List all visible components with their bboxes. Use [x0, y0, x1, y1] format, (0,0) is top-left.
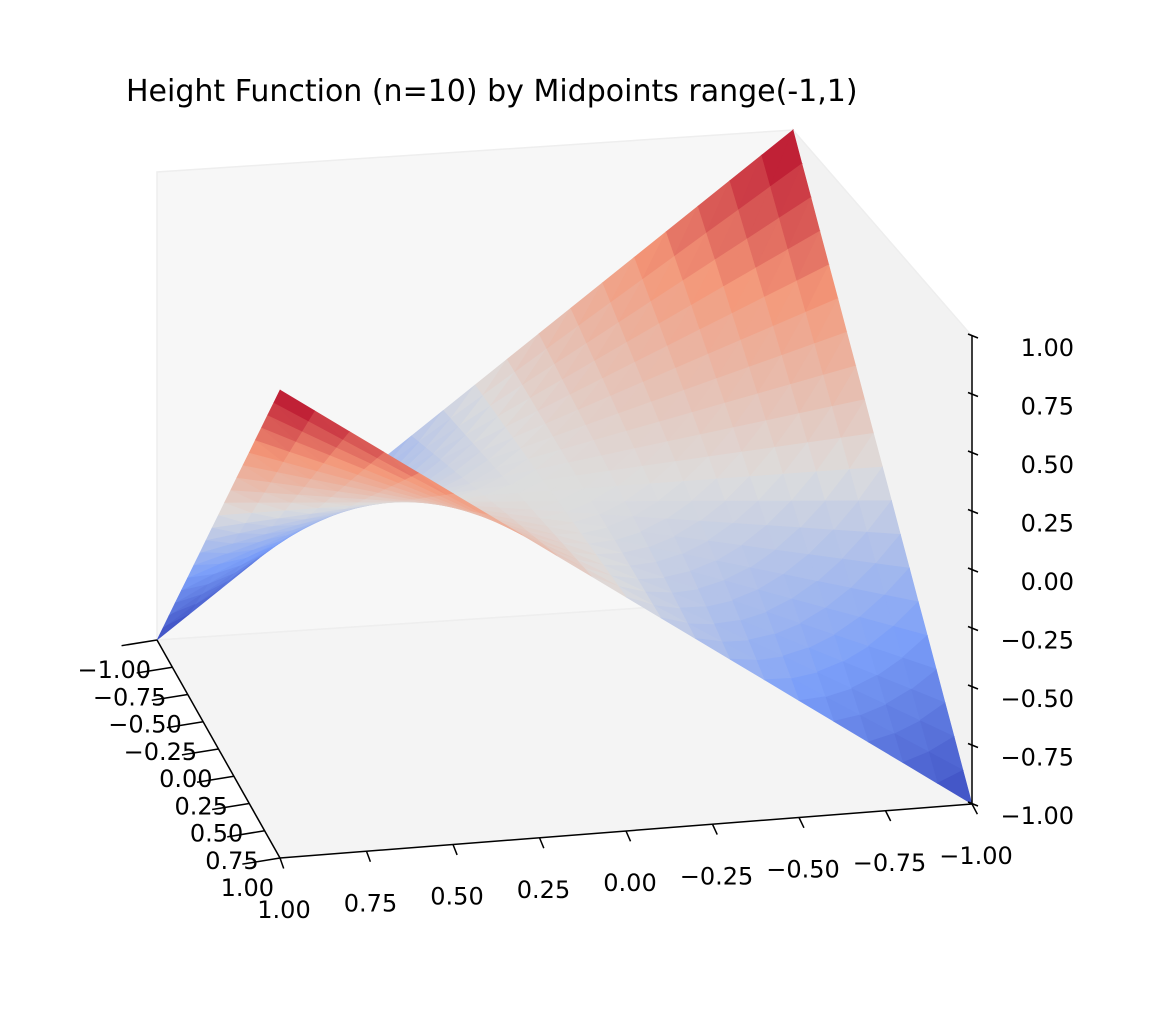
x-tick-label: −0.50 — [766, 856, 840, 884]
z-tick — [967, 508, 979, 515]
y-tick-label: 0.25 — [174, 792, 227, 820]
surface-facet — [695, 638, 731, 660]
x-tick — [798, 817, 805, 829]
y-tick-label: −0.50 — [108, 711, 182, 739]
axes-lines — [121, 333, 979, 869]
y-tick-label: 0.00 — [159, 765, 212, 793]
z-tick — [967, 333, 979, 339]
x-tick-label: 0.25 — [517, 876, 570, 904]
x-tick — [971, 803, 979, 815]
y-tick — [242, 857, 281, 865]
z-tick — [967, 450, 979, 456]
x-tick-label: 0.50 — [430, 883, 483, 911]
y-tick-label: 1.00 — [221, 874, 274, 902]
surface-facet — [193, 552, 227, 566]
surface-facet — [729, 658, 766, 681]
x-tick — [711, 823, 718, 835]
z-tick — [967, 684, 979, 690]
surface-facet — [522, 534, 557, 556]
y-tick — [196, 775, 234, 783]
z-tick-label: −0.75 — [1000, 744, 1074, 772]
x-tick — [625, 830, 632, 842]
surface-facet — [763, 677, 800, 702]
z-tick — [967, 391, 979, 398]
surface-facet — [591, 576, 627, 598]
surface-facet — [556, 555, 592, 577]
y-tick — [121, 639, 158, 647]
surface-facet — [452, 493, 488, 515]
surface-facet — [625, 596, 661, 618]
z-tick-label: 0.25 — [1021, 510, 1074, 538]
surface-facet — [261, 414, 296, 442]
x-tick-label: 0.00 — [603, 869, 656, 897]
tick-labels: 1.00 0.75 0.50 0.25 0.00 −0.25 −0.50 −0.75 −1.00… — [77, 334, 1074, 924]
surface-facet — [832, 714, 869, 743]
z-tick — [967, 801, 979, 807]
y-tick — [181, 748, 219, 756]
z-tick-label: −0.50 — [1000, 685, 1074, 713]
surface-facet — [156, 614, 189, 641]
z-tick-label: 0.50 — [1021, 451, 1074, 479]
x-tick — [279, 857, 285, 869]
surface-mesh — [156, 129, 973, 805]
y-tick-label: −0.25 — [124, 738, 198, 766]
x-tick — [365, 850, 372, 863]
z-tick-label: 0.75 — [1021, 393, 1074, 421]
y-tick — [212, 802, 250, 811]
surface-facet — [936, 769, 973, 805]
surface-facet — [902, 751, 938, 784]
surface-facet — [867, 733, 904, 764]
surface-facet — [162, 604, 196, 628]
x-tick-label: −0.75 — [853, 849, 927, 877]
z-tick-label: 0.00 — [1021, 568, 1074, 596]
y-tick — [227, 830, 265, 838]
y-tick-label: −0.75 — [93, 683, 167, 711]
z-tick — [967, 567, 979, 573]
z-tick-label: 1.00 — [1021, 334, 1074, 362]
surface-facet — [314, 410, 350, 440]
z-tick-label: −0.25 — [1000, 627, 1074, 655]
z-tick-label: −1.00 — [1000, 802, 1074, 830]
surface-facet — [383, 451, 420, 477]
x-tick — [538, 837, 545, 849]
z-tick — [967, 742, 979, 749]
y-tick — [166, 721, 204, 729]
y-tick-label: −1.00 — [77, 656, 151, 684]
surface-facet — [418, 472, 454, 495]
surface-facet — [798, 696, 835, 722]
x-tick — [884, 810, 892, 822]
z-tick — [967, 625, 979, 632]
surface-facet — [279, 389, 316, 422]
surface-facet — [348, 431, 385, 459]
x-tick-label: −1.00 — [939, 842, 1013, 870]
surface-facet — [660, 617, 696, 640]
chart-title: Height Function (n=10) by Midpoints rang… — [126, 74, 858, 109]
x-tick-label: −0.25 — [680, 862, 754, 890]
x-tick-label: 0.75 — [344, 889, 397, 917]
y-tick — [151, 693, 188, 702]
y-tick-label: 0.50 — [190, 820, 243, 848]
x-tick-label: 1.00 — [257, 896, 310, 924]
y-tick — [136, 666, 173, 674]
y-tick-label: 0.75 — [205, 847, 258, 875]
x-tick — [452, 844, 458, 856]
